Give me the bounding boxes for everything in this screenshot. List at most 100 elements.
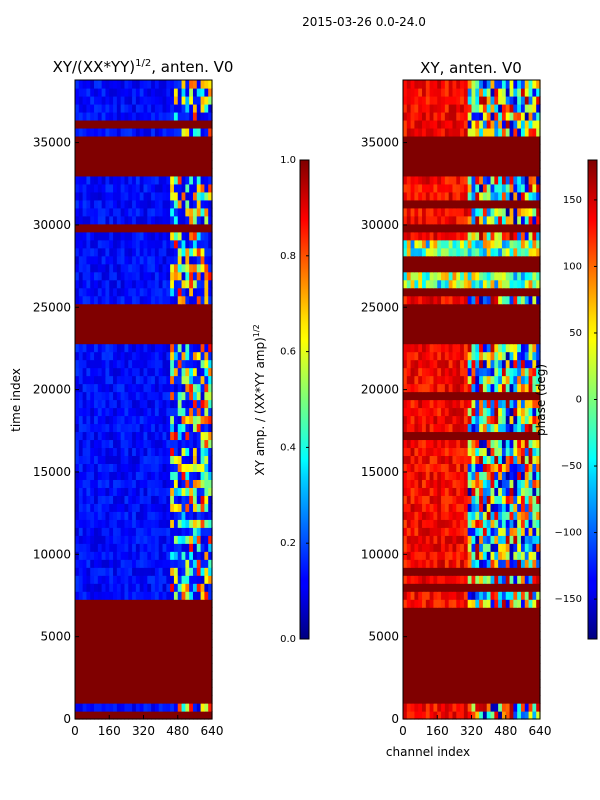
right-heatmap-cell [441, 479, 446, 488]
right-heatmap-cell [467, 647, 473, 656]
right-heatmap-cell [528, 327, 533, 337]
right-heatmap-cell [475, 351, 480, 361]
left-heatmap-cell [94, 359, 99, 369]
left-heatmap-cell [196, 383, 202, 393]
left-heatmap-cell [113, 567, 118, 576]
right-heatmap-cell [448, 311, 454, 321]
left-heatmap-cell [151, 143, 156, 153]
right-heatmap-cell [463, 559, 469, 568]
right-heatmap-cell [509, 399, 514, 409]
right-heatmap-cell [437, 255, 442, 265]
left-heatmap-cell [192, 599, 198, 608]
left-heatmap-cell [139, 591, 145, 600]
left-heatmap-cell [113, 415, 118, 425]
right-heatmap-cell [520, 695, 526, 704]
right-heatmap-cell [448, 295, 454, 305]
left-heatmap-cell [200, 383, 205, 393]
left-heatmap-cell [128, 511, 133, 520]
left-heatmap-cell [82, 407, 88, 417]
left-heatmap-cell [147, 455, 152, 464]
left-heatmap-cell [97, 151, 103, 161]
right-heatmap-cell [509, 535, 514, 544]
left-heatmap-cell [177, 271, 183, 281]
right-heatmap-cell [429, 615, 435, 624]
right-heatmap-cell [433, 575, 438, 584]
right-heatmap-cell [429, 623, 435, 632]
right-heatmap-cell [475, 287, 480, 297]
left-heatmap-cell [75, 199, 80, 209]
right-heatmap-cell [444, 495, 450, 504]
left-heatmap-cell [170, 327, 175, 337]
left-heatmap-cell [189, 295, 194, 305]
left-heatmap-cell [109, 80, 114, 89]
left-heatmap-cell [181, 295, 186, 305]
left-heatmap-cell [113, 135, 118, 145]
left-heatmap-cell [124, 583, 129, 592]
right-heatmap-cell [410, 343, 416, 353]
right-heatmap-cell [475, 623, 480, 632]
left-heatmap-cell [185, 663, 190, 672]
left-heatmap-cell [166, 167, 171, 177]
right-heatmap-cell [517, 383, 522, 393]
left-heatmap-cell [143, 695, 148, 704]
left-heatmap-cell [192, 279, 198, 289]
left-heatmap-cell [75, 687, 80, 696]
left-heatmap-cell [116, 455, 122, 464]
left-heatmap-cell [192, 207, 198, 217]
left-heatmap-cell [90, 503, 95, 512]
left-heatmap-cell [158, 655, 164, 664]
left-heatmap-cell [101, 367, 107, 377]
left-heatmap-cell [105, 263, 110, 273]
left-heatmap-cell [181, 591, 186, 600]
left-heatmap-cell [82, 95, 88, 105]
left-heatmap-cell [90, 335, 95, 345]
left-heatmap-cell [147, 207, 152, 217]
left-heatmap-cell [192, 319, 198, 329]
left-heatmap-cell [192, 247, 198, 257]
left-heatmap-cell [192, 639, 198, 648]
left-heatmap-cell [200, 503, 205, 512]
left-heatmap-cell [105, 183, 110, 193]
left-heatmap-cell [116, 183, 122, 193]
left-heatmap-cell [208, 711, 213, 720]
left-heatmap-cell [143, 263, 148, 273]
right-heatmap-cell [471, 711, 476, 720]
right-heatmap-cell [414, 319, 419, 329]
left-heatmap-cell [143, 639, 148, 648]
left-heatmap-cell [158, 519, 164, 528]
left-heatmap-cell [208, 327, 213, 337]
left-heatmap-cell [113, 167, 118, 177]
left-heatmap-cell [166, 271, 171, 281]
left-heatmap-cell [101, 575, 107, 584]
right-heatmap-cell [490, 295, 495, 305]
left-heatmap-cell [75, 175, 80, 185]
left-heatmap-cell [208, 703, 213, 712]
left-heatmap-cell [101, 295, 107, 305]
right-heatmap-cell [441, 271, 446, 281]
left-heatmap-cell [147, 80, 152, 89]
right-heatmap-cell [482, 671, 488, 680]
left-heatmap-cell [173, 711, 179, 720]
left-heatmap-cell [170, 191, 175, 201]
left-heatmap-cell [94, 583, 99, 592]
left-heatmap-cell [173, 151, 179, 161]
left-heatmap-cell [170, 559, 175, 568]
left-heatmap-cell [105, 311, 110, 321]
right-heatmap-cell [517, 431, 522, 441]
left-heatmap-cell [78, 527, 84, 536]
right-heatmap-cell [479, 511, 484, 520]
left-heatmap-cell [147, 87, 152, 97]
right-heatmap-cell [448, 551, 454, 560]
right-heatmap-cell [501, 463, 507, 472]
right-heatmap-cell [490, 335, 495, 345]
left-heatmap-cell [170, 167, 175, 177]
right-heatmap-cell [486, 303, 492, 313]
left-heatmap-cell [189, 247, 194, 257]
right-heatmap-cell [490, 559, 495, 568]
right-heatmap-cell [414, 679, 419, 688]
right-heatmap-cell [452, 271, 457, 281]
right-heatmap-cell [467, 319, 473, 329]
right-heatmap-cell [425, 591, 431, 600]
left-heatmap-cell [177, 551, 183, 560]
left-heatmap-cell [166, 367, 171, 377]
